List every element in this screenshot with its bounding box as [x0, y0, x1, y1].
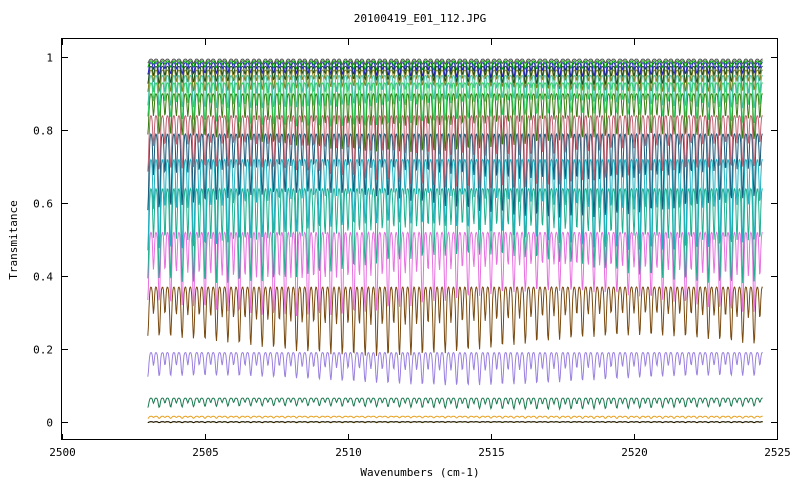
series-line: [147, 231, 763, 317]
chart-title: 20100419_E01_112.JPG: [354, 12, 486, 25]
y-tick-label: 0.6: [33, 198, 53, 211]
y-axis: 0 0.2 0.4 0.6 0.8 1: [33, 52, 777, 430]
y-tick-label: 0.8: [33, 125, 53, 138]
x-tick-label: 2505: [192, 446, 219, 459]
series-line: [147, 158, 763, 251]
series-layer: [147, 58, 763, 424]
series-line: [147, 92, 763, 152]
series-line: [147, 397, 763, 411]
y-tick-label: 1: [46, 52, 53, 65]
x-tick-label: 2500: [49, 446, 76, 459]
x-tick-label: 2520: [621, 446, 648, 459]
x-tick-label: 2510: [335, 446, 362, 459]
series-line: [147, 74, 763, 109]
x-tick-label: 2525: [764, 446, 791, 459]
series-line: [147, 58, 763, 66]
y-tick-label: 0.2: [33, 344, 53, 357]
series-line: [147, 62, 763, 79]
plot-frame: [61, 38, 778, 440]
series-line: [147, 421, 763, 424]
series-line: [147, 114, 763, 189]
x-tick-label: 2515: [478, 446, 505, 459]
series-line: [147, 286, 763, 356]
y-axis-label: Transmitance: [7, 200, 20, 279]
x-axis-label: Wavenumbers (cm-1): [360, 466, 479, 479]
y-tick-label: 0.4: [33, 271, 53, 284]
x-axis: 2500 2505 2510 2515 2520 2525: [49, 39, 791, 459]
series-line: [147, 187, 763, 284]
series-line: [147, 82, 763, 127]
y-tick-label: 0: [46, 417, 53, 430]
series-line: [147, 415, 763, 420]
series-line: [147, 60, 763, 72]
series-line: [147, 351, 763, 386]
